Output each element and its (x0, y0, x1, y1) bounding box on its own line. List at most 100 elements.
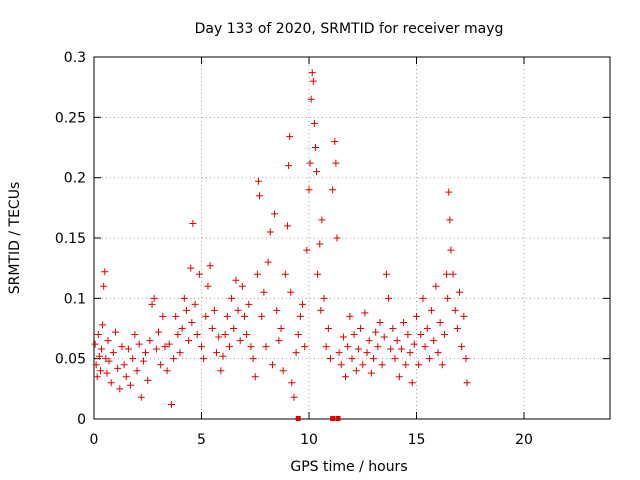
data-point (348, 355, 356, 363)
data-point (129, 355, 137, 363)
data-point (234, 306, 242, 314)
data-point (284, 222, 291, 230)
data-point (432, 282, 440, 290)
data-point (303, 246, 311, 254)
zero-markers (295, 416, 341, 421)
data-point (157, 361, 165, 369)
data-point (395, 373, 403, 381)
data-point (279, 367, 287, 375)
data-point (114, 364, 122, 372)
data-point (178, 325, 186, 332)
data-point (225, 343, 233, 351)
data-point (324, 325, 332, 332)
data-point (327, 355, 334, 363)
data-point (408, 379, 416, 387)
y-tick-label: 0.3 (64, 50, 86, 66)
data-point (344, 343, 352, 351)
data-point (404, 331, 412, 339)
data-point (172, 312, 180, 320)
data-point (99, 321, 107, 329)
data-point (374, 343, 382, 351)
data-point (100, 282, 108, 290)
data-point (200, 355, 208, 363)
data-point (380, 333, 388, 341)
data-point (294, 331, 302, 339)
data-point (389, 325, 397, 332)
y-axis-label: SRMTID / TECUs (7, 182, 23, 295)
data-point (112, 328, 119, 336)
data-point (249, 355, 257, 363)
data-point (170, 355, 178, 363)
data-point (232, 276, 240, 284)
data-point (309, 77, 317, 85)
data-point (191, 300, 199, 308)
zero-marker (335, 416, 341, 421)
data-point (406, 349, 414, 357)
data-points (91, 69, 471, 409)
data-point (152, 345, 160, 353)
data-point (306, 159, 314, 167)
data-point (271, 210, 279, 218)
data-point (180, 294, 188, 302)
data-point (331, 137, 339, 145)
zero-marker (330, 416, 336, 421)
data-point (438, 361, 446, 369)
data-point (195, 270, 203, 278)
data-point (318, 216, 326, 224)
data-point (109, 349, 117, 357)
data-point (376, 318, 384, 326)
data-point (96, 367, 104, 375)
data-point (307, 95, 315, 103)
data-point (187, 264, 195, 272)
data-point (410, 340, 418, 348)
data-point (354, 345, 362, 353)
data-point (372, 328, 380, 336)
y-tick-label: 0.1 (64, 291, 86, 307)
data-point (434, 349, 442, 357)
data-point (456, 288, 463, 296)
data-point (447, 246, 455, 254)
chart-title: Day 133 of 2020, SRMTID for receiver may… (195, 21, 504, 37)
data-point (417, 331, 425, 339)
data-point (339, 333, 347, 341)
data-point (425, 355, 433, 363)
data-point (256, 192, 264, 200)
data-point (127, 381, 135, 389)
data-point (440, 331, 448, 339)
grid-lines (94, 57, 610, 419)
data-point (251, 373, 259, 381)
data-point (262, 343, 270, 351)
data-point (133, 367, 141, 375)
data-point (144, 376, 152, 384)
data-point (333, 234, 341, 242)
data-point (301, 343, 309, 351)
data-point (313, 168, 321, 176)
data-point (105, 357, 113, 365)
data-point (286, 133, 294, 141)
data-point (253, 270, 261, 278)
data-point (310, 119, 318, 127)
data-point (370, 355, 377, 363)
data-point (264, 258, 272, 266)
data-point (94, 331, 102, 339)
data-point (275, 337, 283, 345)
data-point (215, 333, 223, 341)
data-point (314, 270, 322, 278)
data-point (150, 294, 158, 302)
data-point (238, 282, 246, 290)
data-point (277, 325, 285, 332)
data-point (346, 312, 354, 320)
data-point (254, 177, 262, 185)
y-tick-label: 0.05 (55, 352, 86, 368)
data-point (415, 361, 423, 369)
data-point (107, 379, 115, 387)
data-point (161, 343, 169, 351)
data-point (230, 325, 238, 332)
data-point (139, 357, 147, 365)
data-point (332, 159, 340, 167)
data-point (167, 401, 175, 409)
data-point (460, 312, 468, 320)
data-point (281, 270, 289, 278)
data-point (292, 349, 300, 357)
